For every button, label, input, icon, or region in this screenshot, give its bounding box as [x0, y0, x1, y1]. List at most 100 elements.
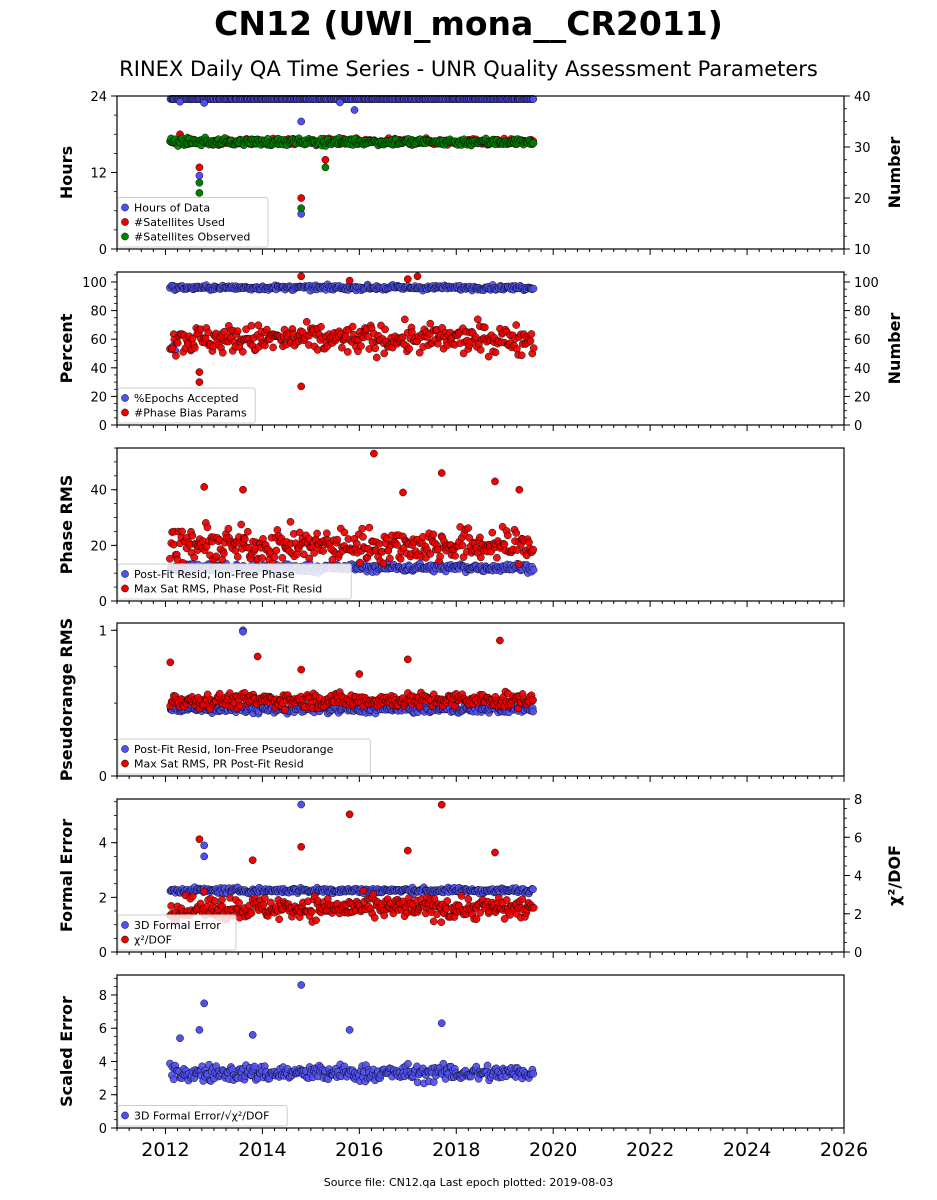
data-point-outlier [195, 1026, 204, 1034]
data-point [358, 524, 367, 533]
data-point [218, 348, 227, 357]
data-point [473, 315, 482, 324]
legend: 3D Formal Error χ²/DOF [117, 914, 237, 951]
data-point [259, 900, 268, 909]
legend: Post-Fit Resid, Ion-Free Pseudorange Max … [117, 738, 371, 775]
data-point-outlier [297, 665, 306, 674]
y-tick-label: 40 [90, 362, 107, 377]
data-point [476, 553, 485, 562]
legend-marker [121, 203, 129, 212]
data-point [512, 321, 521, 329]
data-point-outlier [413, 272, 422, 281]
series-green [166, 133, 538, 213]
data-point [286, 517, 295, 526]
data-point [529, 903, 538, 912]
data-point [458, 541, 467, 550]
data-point [233, 553, 242, 561]
data-point [178, 527, 186, 536]
data-point-outlier [166, 658, 175, 667]
y-axis-label: Pseudorange RMS [57, 618, 76, 781]
data-point [518, 895, 527, 904]
data-point-outlier [248, 1031, 257, 1039]
legend-label: χ²/DOF [134, 934, 172, 947]
legend-marker [121, 745, 129, 753]
data-point [172, 351, 180, 360]
data-point [400, 315, 409, 324]
data-point [517, 351, 526, 360]
y-tick-label: 2 [99, 1089, 107, 1104]
y-tick-label: 4 [99, 837, 107, 852]
data-point [302, 317, 311, 326]
legend-label: #Phase Bias Params [134, 407, 247, 420]
data-point [281, 705, 289, 714]
data-point [241, 535, 249, 544]
data-point-outlier [200, 852, 209, 861]
data-point [313, 529, 321, 538]
data-point-outlier [239, 627, 247, 636]
x-tick-label: 2016 [335, 1139, 383, 1161]
data-point [357, 342, 365, 350]
series-red [166, 449, 538, 569]
source-footer: Source file: CN12.qa Last epoch plotted:… [323, 1176, 614, 1189]
y-axis-label: Hours [57, 146, 76, 199]
data-point [443, 897, 452, 905]
data-point [370, 913, 379, 922]
data-point-outlier [297, 842, 306, 851]
data-point [243, 527, 252, 536]
data-point [429, 530, 438, 539]
legend-label: #Satellites Observed [134, 231, 250, 244]
y-tick-label: 0 [99, 1122, 107, 1137]
legend-marker [121, 394, 129, 402]
y-tick-label: 100 [82, 276, 107, 291]
data-point [352, 539, 361, 548]
legend-label: Post-Fit Resid, Ion-Free Phase [134, 568, 295, 581]
data-point-outlier [200, 483, 209, 491]
y2-tick-label: 6 [854, 831, 862, 846]
series-red [166, 800, 538, 927]
data-point [480, 323, 489, 332]
data-point-outlier [297, 981, 306, 989]
data-point [188, 531, 197, 540]
data-point [529, 885, 537, 894]
y-axis-label: Formal Error [57, 819, 76, 932]
data-point [188, 892, 197, 901]
data-point [529, 1069, 538, 1078]
legend-label: 3D Formal Error/√χ²/DOF [134, 1110, 269, 1123]
y2-tick-label: 40 [854, 90, 871, 105]
data-point [380, 349, 389, 358]
data-point [312, 916, 320, 925]
data-point-outlier [297, 382, 306, 391]
data-point [269, 343, 277, 352]
data-point [168, 344, 177, 353]
data-point-outlier [496, 636, 504, 645]
data-point-outlier [297, 204, 306, 213]
data-point [348, 322, 357, 331]
data-point [218, 895, 226, 904]
data-point [502, 896, 511, 904]
y2-tick-label: 20 [854, 192, 871, 207]
data-point [191, 344, 199, 352]
chart-subtitle: RINEX Daily QA Time Series - UNR Quality… [119, 57, 818, 81]
data-point [483, 1061, 492, 1070]
data-point [429, 917, 438, 926]
data-point [380, 911, 389, 920]
y-tick-label: 0 [99, 770, 107, 785]
series-red [166, 636, 537, 714]
panel-2: 0 20 40 60 80 100 Percent 0 20 40 60 80 100 Number %Ep… [57, 271, 904, 434]
y-tick-label: 80 [90, 305, 107, 320]
y2-tick-label: 60 [854, 333, 871, 348]
data-point [415, 702, 424, 711]
data-point [333, 535, 342, 544]
data-point [356, 558, 364, 567]
data-point-outlier [297, 272, 306, 281]
legend: 3D Formal Error/√χ²/DOF [117, 1105, 288, 1127]
data-point [457, 892, 466, 900]
data-point-outlier [403, 275, 412, 283]
legend-marker [121, 921, 129, 929]
data-point [369, 890, 378, 899]
y2-tick-label: 30 [854, 141, 871, 156]
data-point [476, 346, 485, 354]
data-point-outlier [297, 194, 306, 202]
data-point-outlier [195, 178, 204, 187]
data-point-outlier [195, 163, 204, 172]
